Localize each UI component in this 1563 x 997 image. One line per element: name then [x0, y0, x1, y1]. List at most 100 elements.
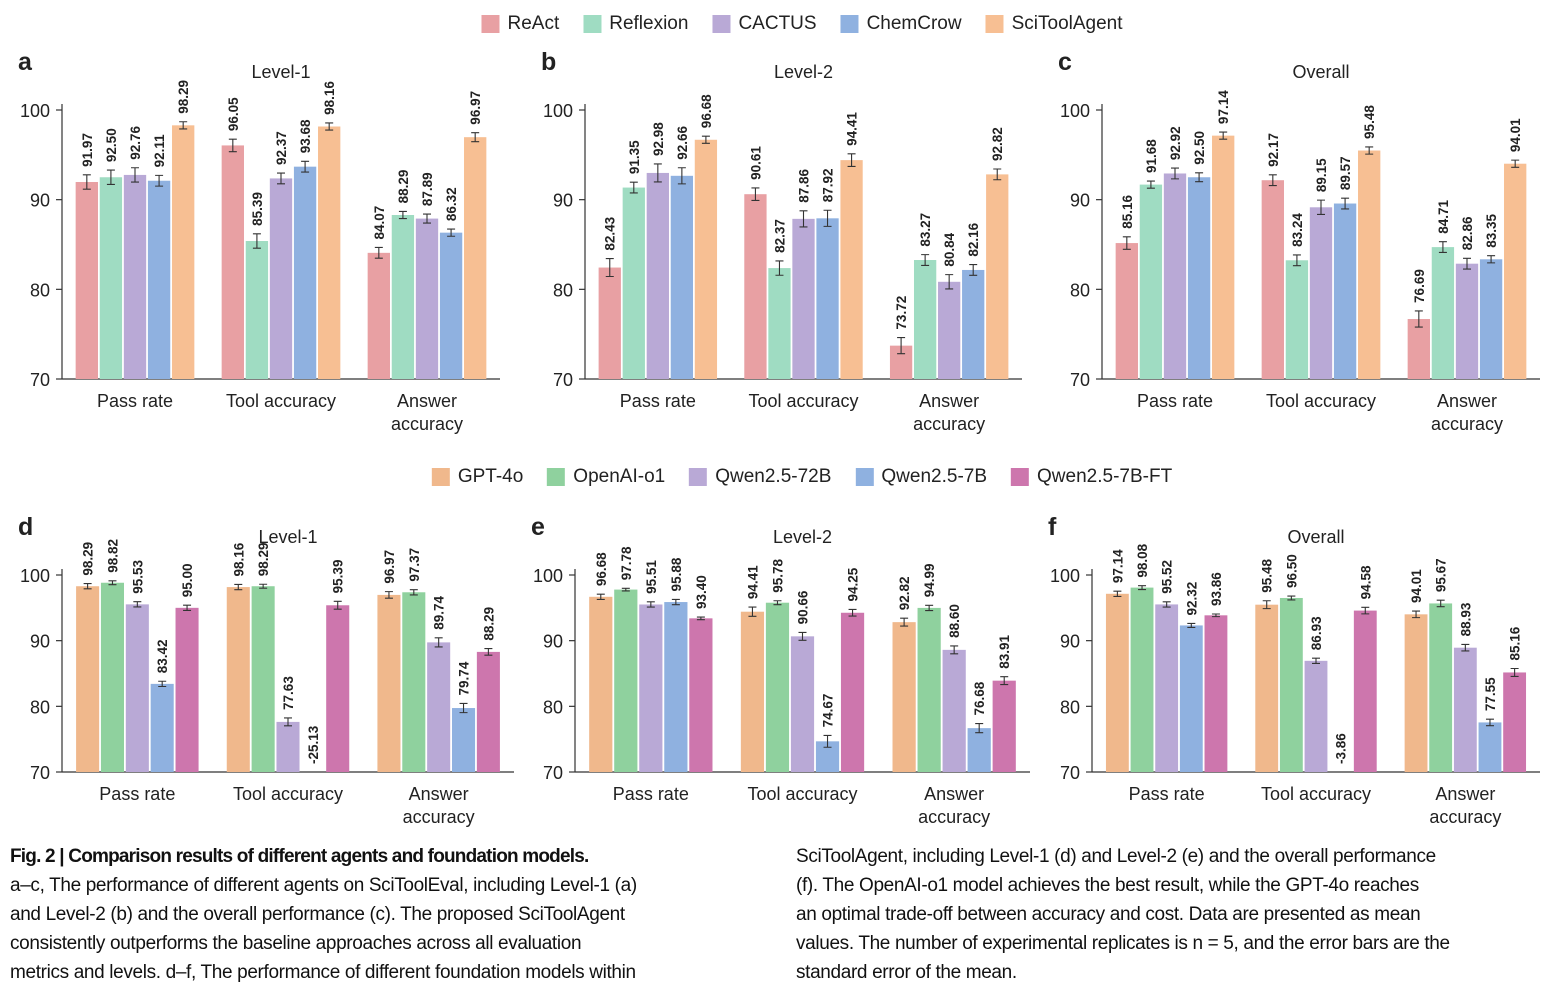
error-bar [1219, 131, 1228, 140]
error-bar [945, 274, 954, 290]
bar [221, 145, 244, 379]
bar [476, 651, 500, 772]
value-label: 95.51 [644, 560, 659, 594]
error-bar [969, 264, 978, 276]
error-bar [284, 717, 292, 727]
value-label: 92.11 [152, 134, 167, 168]
value-label: 83.91 [997, 634, 1012, 668]
error-bar [751, 187, 760, 202]
x-tick-label: Pass rate [612, 784, 689, 804]
legend-item: Qwen2.5-7B-FT [1011, 466, 1172, 488]
panel-title: Overall [1292, 62, 1349, 82]
error-bar [1317, 199, 1325, 216]
bar [1358, 150, 1381, 379]
bar [452, 708, 476, 772]
y-tick-label: 80 [30, 697, 50, 717]
error-bar [950, 645, 959, 655]
value-label: 83.24 [1290, 213, 1305, 247]
value-label: 95.78 [770, 558, 785, 592]
value-label: 92.37 [274, 131, 289, 165]
error-bar [1195, 172, 1204, 183]
value-label: 98.08 [1135, 543, 1150, 577]
value-label: 92.50 [104, 128, 119, 162]
error-bar [1485, 718, 1494, 727]
error-bar [228, 138, 237, 153]
bar [1404, 614, 1428, 772]
bar [367, 252, 390, 379]
bar [1431, 247, 1455, 379]
y-tick-label: 100 [533, 566, 563, 586]
bar [76, 586, 100, 772]
bar [402, 592, 426, 772]
y-tick-label: 80 [553, 280, 573, 300]
bar [1285, 260, 1309, 379]
caption-line: SciToolAgent, including Level-1 (d) and … [796, 846, 1436, 867]
caption-right: SciToolAgent, including Level-1 (d) and … [796, 842, 1450, 987]
bar [694, 139, 718, 379]
bar [790, 636, 815, 772]
error-bar [158, 680, 167, 688]
error-bar [605, 258, 614, 278]
error-bar [1146, 180, 1155, 189]
error-bar [775, 260, 784, 276]
bar [427, 642, 451, 772]
legend-item: SciToolAgent [985, 13, 1123, 35]
bar [589, 596, 613, 772]
error-bar [301, 160, 310, 173]
value-label: 83.42 [155, 639, 170, 673]
value-label: 94.41 [845, 112, 860, 146]
legend-label: ChemCrow [866, 13, 962, 34]
value-label: 92.98 [651, 122, 666, 156]
bar [1479, 259, 1503, 379]
value-label: 96.68 [699, 94, 714, 128]
error-bar [823, 209, 832, 227]
y-tick-label: 100 [20, 566, 50, 586]
legend-item: Qwen2.5-72B [689, 466, 831, 488]
bar [150, 683, 174, 772]
value-label: 95.88 [669, 557, 684, 591]
legend-label: Qwen2.5-7B-FT [1037, 466, 1173, 487]
value-label: 82.37 [772, 219, 787, 253]
value-label: 95.67 [1434, 558, 1449, 592]
value-label: 74.67 [821, 694, 836, 728]
value-label: 95.39 [331, 560, 346, 594]
error-bar [398, 210, 407, 220]
error-bar [1312, 657, 1320, 665]
bar [614, 589, 638, 772]
legend-label: Qwen2.5-7B [881, 466, 988, 487]
x-tick-label: Answer accuracy [390, 391, 464, 434]
error-bar [234, 583, 243, 591]
x-tick-label: Pass rate [619, 391, 696, 411]
error-bar [921, 254, 930, 266]
error-bar [252, 233, 261, 249]
error-bar [1211, 613, 1220, 618]
value-label: 94.25 [846, 567, 861, 601]
value-label: 95.53 [130, 559, 145, 593]
x-tick-label: Tool accuracy [748, 391, 859, 411]
bar [245, 241, 269, 379]
value-label: 97.37 [407, 548, 422, 582]
bar [1279, 597, 1303, 772]
value-label: 94.01 [1409, 569, 1424, 603]
error-bar [653, 163, 662, 183]
error-bar [993, 168, 1002, 181]
y-tick-label: 70 [30, 370, 50, 390]
bar [892, 622, 916, 772]
error-bar [1287, 595, 1296, 601]
y-tick-label: 90 [1070, 191, 1090, 211]
bar [765, 602, 790, 772]
bar [1503, 672, 1527, 772]
bar [967, 728, 991, 772]
value-label: 93.86 [1209, 572, 1224, 606]
bar [992, 680, 1016, 772]
error-bar [106, 169, 115, 185]
legend-swatch [547, 468, 566, 486]
bar [1261, 180, 1284, 379]
error-bar [748, 606, 757, 617]
value-label: 93.40 [694, 575, 709, 609]
value-label: 85.39 [250, 192, 265, 226]
x-tick-label: Tool accuracy [1265, 391, 1377, 411]
value-label: 77.55 [1483, 677, 1498, 711]
value-label: 88.93 [1458, 602, 1473, 636]
bar [1504, 163, 1527, 379]
